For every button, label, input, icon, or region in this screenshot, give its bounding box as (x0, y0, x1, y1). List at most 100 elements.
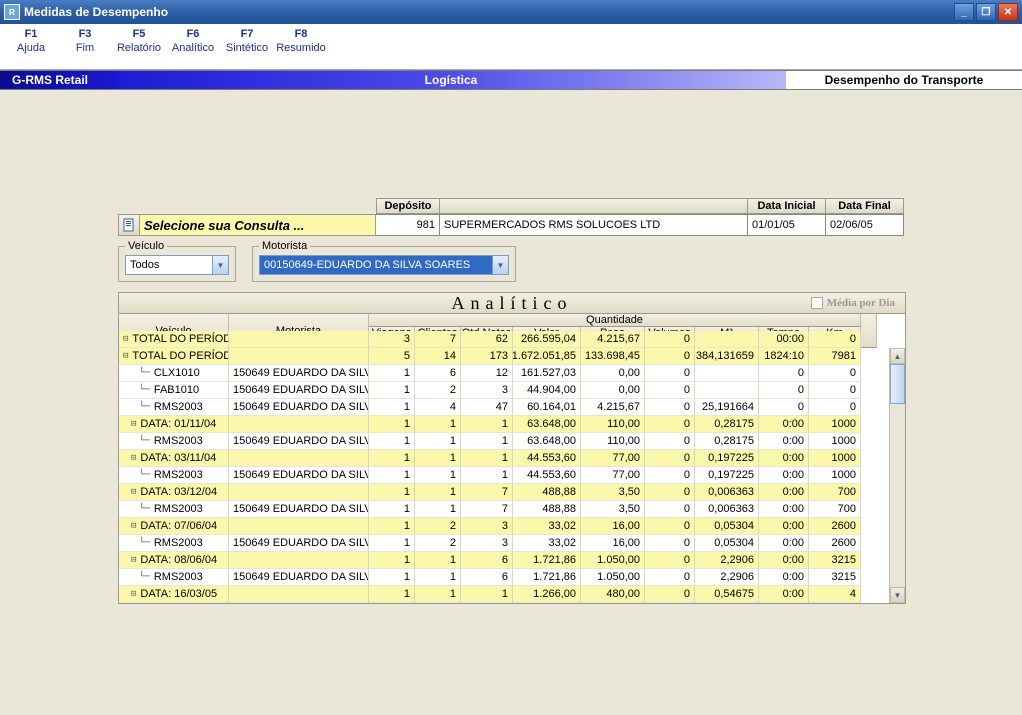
cell: 0 (645, 433, 695, 450)
header-deposito: Depósito (376, 198, 440, 214)
motorista-legend: Motorista (259, 240, 310, 252)
cell: 4.215,67 (581, 331, 645, 348)
table-row[interactable]: └─RMS2003150649 EDUARDO DA SILV.11144.55… (119, 467, 889, 484)
fkey-caption: Relatório (117, 42, 161, 54)
cell: 7 (461, 501, 513, 518)
toolbar-analítico[interactable]: F6Analítico (166, 26, 220, 69)
cell: 1 (461, 450, 513, 467)
table-row[interactable]: └─FAB1010150649 EDUARDO DA SILV.12344.90… (119, 382, 889, 399)
app-icon: R (4, 4, 20, 20)
band-mid: Logística (116, 71, 786, 89)
table-row[interactable]: ⊟DATA: 01/11/0411163.648,00110,0000,2817… (119, 416, 889, 433)
consulta-selector[interactable]: Selecione sua Consulta ... (140, 214, 376, 236)
cell: 0,00 (581, 382, 645, 399)
motorista-value: 00150649-EDUARDO DA SILVA SOARES (260, 259, 474, 271)
cell: 0 (645, 365, 695, 382)
function-toolbar: F1AjudaF3FimF5RelatórioF6AnalíticoF7Sint… (0, 24, 1022, 70)
scroll-up-icon[interactable]: ▲ (890, 348, 905, 364)
data-final-field[interactable]: 02/06/05 (826, 214, 904, 236)
cell: 7 (415, 331, 461, 348)
table-row[interactable]: ⊟DATA: 07/06/0412333,0216,0000,053040:00… (119, 518, 889, 535)
cell: └─RMS2003 (119, 569, 229, 586)
fkey-caption: Sintético (226, 42, 268, 54)
toolbar-resumido[interactable]: F8Resumido (274, 26, 328, 69)
toolbar-relatório[interactable]: F5Relatório (112, 26, 166, 69)
cell: 1.721,86 (513, 569, 581, 586)
table-row[interactable]: ⊟DATA: 03/11/0411144.553,6077,0000,19722… (119, 450, 889, 467)
deposito-name-field[interactable]: SUPERMERCADOS RMS SOLUCOES LTD (440, 214, 748, 236)
cell: 1 (415, 433, 461, 450)
cell: 0 (645, 382, 695, 399)
toolbar-ajuda[interactable]: F1Ajuda (4, 26, 58, 69)
header-deposito-name (440, 198, 748, 214)
table-row[interactable]: ⊟DATA: 08/06/041161.721,861.050,0002,290… (119, 552, 889, 569)
cell: 0:00 (759, 484, 809, 501)
cell: 0 (645, 399, 695, 416)
cell: 3 (369, 331, 415, 348)
section-title-text: Analítico (452, 293, 573, 314)
toolbar-sintético[interactable]: F7Sintético (220, 26, 274, 69)
cell: 0,28175 (695, 416, 759, 433)
cell: 7981 (809, 348, 861, 365)
table-row[interactable]: └─RMS2003150649 EDUARDO DA SILV.144760.1… (119, 399, 889, 416)
band-left: G-RMS Retail (0, 71, 116, 89)
cell: 150649 EDUARDO DA SILV. (229, 535, 369, 552)
table-row[interactable]: ⊟DATA: 16/03/051111.266,00480,0000,54675… (119, 586, 889, 603)
toolbar-fim[interactable]: F3Fim (58, 26, 112, 69)
table-row[interactable]: └─RMS2003150649 EDUARDO DA SILV.12333,02… (119, 535, 889, 552)
data-inicial-field[interactable]: 01/01/05 (748, 214, 826, 236)
cell: 1 (461, 416, 513, 433)
cell: 0 (645, 518, 695, 535)
table-row[interactable]: └─CLX1010150649 EDUARDO DA SILV.1612161.… (119, 365, 889, 382)
table-row[interactable]: └─RMS2003150649 EDUARDO DA SILV.1161.721… (119, 569, 889, 586)
cell: 12 (461, 365, 513, 382)
scroll-thumb[interactable] (890, 364, 905, 404)
cell: 0,006363 (695, 501, 759, 518)
checkbox-icon (811, 297, 823, 309)
cell: 0,05304 (695, 518, 759, 535)
cell: 62 (461, 331, 513, 348)
motorista-fieldset: Motorista 00150649-EDUARDO DA SILVA SOAR… (252, 246, 516, 282)
cell: 1 (369, 399, 415, 416)
cell: 1 (369, 501, 415, 518)
cell (695, 382, 759, 399)
cell: 1 (415, 501, 461, 518)
cell: 6 (461, 552, 513, 569)
cell: 1 (369, 535, 415, 552)
veiculo-combo[interactable]: Todos ▼ (125, 255, 229, 275)
close-button[interactable]: ✕ (998, 3, 1018, 21)
cell: 1000 (809, 450, 861, 467)
table-row[interactable]: └─RMS2003150649 EDUARDO DA SILV.11163.64… (119, 433, 889, 450)
cell: 0 (645, 450, 695, 467)
media-por-dia-checkbox[interactable]: Média por Dia (811, 297, 895, 309)
table-row[interactable]: ⊟TOTAL DO PERÍODO3762266.595,044.215,670… (119, 331, 889, 348)
vertical-scrollbar[interactable]: ▲ ▼ (889, 348, 905, 603)
fkey-label: F6 (166, 28, 220, 40)
table-row[interactable]: └─RMS2003150649 EDUARDO DA SILV.117488,8… (119, 501, 889, 518)
cell: 1000 (809, 433, 861, 450)
motorista-combo[interactable]: 00150649-EDUARDO DA SILVA SOARES ▼ (259, 255, 509, 275)
cell: └─CLX1010 (119, 365, 229, 382)
table-row[interactable]: ⊟DATA: 03/12/04117488,883,5000,0063630:0… (119, 484, 889, 501)
scroll-down-icon[interactable]: ▼ (890, 587, 905, 603)
cell: 0:00 (759, 552, 809, 569)
cell: 0 (809, 331, 861, 348)
maximize-button[interactable]: ❐ (976, 3, 996, 21)
consulta-icon[interactable] (118, 214, 140, 236)
cell: 1.050,00 (581, 552, 645, 569)
minimize-button[interactable]: _ (954, 3, 974, 21)
cell: 0 (645, 348, 695, 365)
titlebar: R Medidas de Desempenho _ ❐ ✕ (0, 0, 1022, 24)
veiculo-value: Todos (126, 259, 163, 271)
cell: ⊟DATA: 03/11/04 (119, 450, 229, 467)
cell: 4.215,67 (581, 399, 645, 416)
cell: 1 (369, 450, 415, 467)
cell: 0,197225 (695, 450, 759, 467)
cell: 1.266,00 (513, 586, 581, 603)
cell: 0 (645, 535, 695, 552)
deposito-code-field[interactable]: 981 (376, 214, 440, 236)
cell: ⊟DATA: 03/12/04 (119, 484, 229, 501)
cell: 1 (461, 467, 513, 484)
cell: 0,006363 (695, 484, 759, 501)
table-row[interactable]: ⊟TOTAL DO PERÍODO5141731.672.051,85133.6… (119, 348, 889, 365)
